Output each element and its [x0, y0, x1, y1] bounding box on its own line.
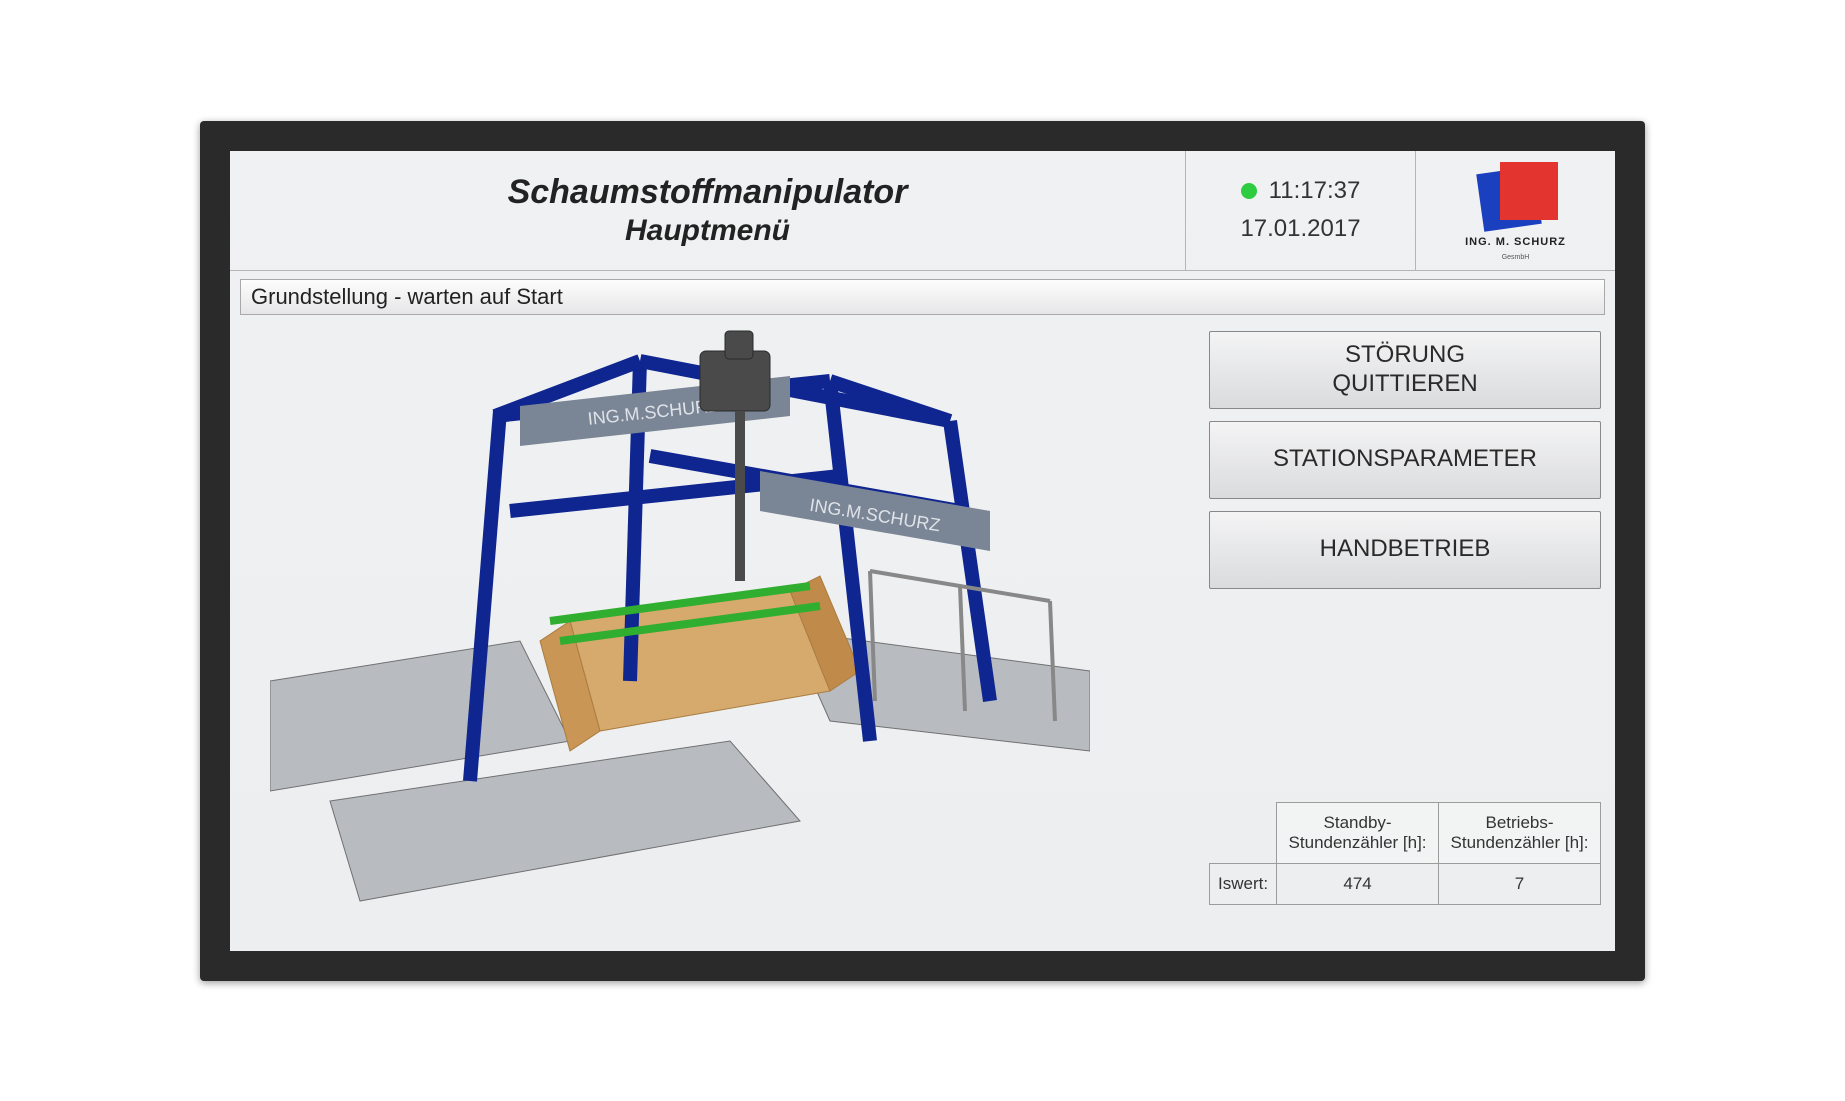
operating-hours-header: Betriebs-Stundenzähler [h]:	[1439, 802, 1601, 863]
table-corner-empty	[1210, 802, 1277, 863]
manual-mode-button[interactable]: HANDBETRIEB	[1209, 511, 1601, 589]
clock-time: 11:17:37	[1269, 177, 1361, 205]
standby-hours-value: 474	[1277, 863, 1439, 904]
operating-hours-value: 7	[1439, 863, 1601, 904]
monitor-bezel: Schaumstoffmanipulator Hauptmenü 11:17:3…	[200, 121, 1645, 981]
clock-time-row: 11:17:37	[1241, 177, 1361, 205]
fault-acknowledge-button[interactable]: STÖRUNG QUITTIEREN	[1209, 331, 1601, 409]
logo-red-square-icon	[1500, 162, 1558, 220]
actual-value-row-label: Iswert:	[1210, 863, 1277, 904]
page-title-line2: Hauptmenü	[625, 214, 790, 248]
machine-svg-icon: ING.M.SCHURZ ING.M.SCHURZ	[270, 321, 1090, 921]
side-panel: STÖRUNG QUITTIEREN STATIONSPARAMETER HAN…	[1195, 321, 1615, 951]
main-area: ING.M.SCHURZ ING.M.SCHURZ	[230, 321, 1615, 951]
status-bar-text: Grundstellung - warten auf Start	[251, 284, 563, 310]
logo-text: ING. M. SCHURZ	[1465, 236, 1566, 248]
header-clock: 11:17:37 17.01.2017	[1185, 151, 1415, 270]
standby-hours-header: Standby-Stundenzähler [h]:	[1277, 802, 1439, 863]
status-indicator-icon	[1241, 183, 1257, 199]
logo-subtext: GesmbH	[1502, 254, 1530, 261]
company-logo: ING. M. SCHURZ GesmbH	[1415, 151, 1615, 270]
station-parameters-button[interactable]: STATIONSPARAMETER	[1209, 421, 1601, 499]
header-title-block: Schaumstoffmanipulator Hauptmenü	[230, 151, 1185, 270]
hmi-screen: Schaumstoffmanipulator Hauptmenü 11:17:3…	[230, 151, 1615, 951]
hour-counter-table: Standby-Stundenzähler [h]: Betriebs-Stun…	[1209, 802, 1601, 905]
status-bar: Grundstellung - warten auf Start	[240, 279, 1605, 315]
clock-date: 17.01.2017	[1240, 215, 1360, 243]
machine-visualization: ING.M.SCHURZ ING.M.SCHURZ	[230, 321, 1195, 951]
page-title-line1: Schaumstoffmanipulator	[508, 173, 908, 212]
header: Schaumstoffmanipulator Hauptmenü 11:17:3…	[230, 151, 1615, 271]
logo-mark-icon	[1476, 160, 1556, 230]
